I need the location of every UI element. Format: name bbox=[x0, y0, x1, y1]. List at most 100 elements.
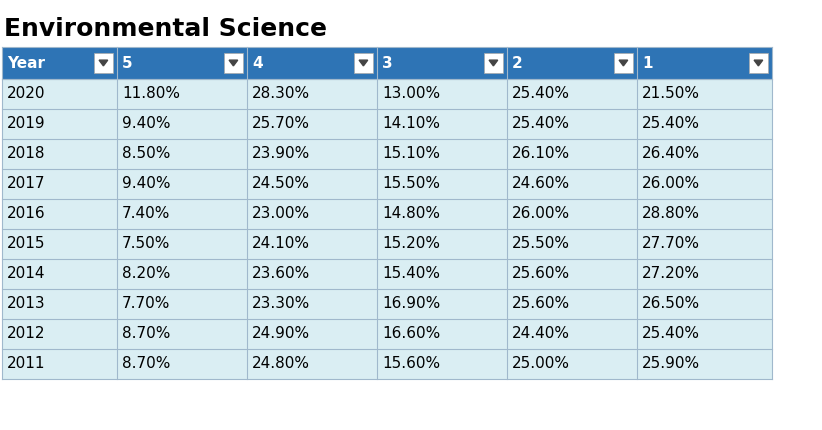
Bar bbox=[117, 349, 247, 379]
Text: 8.70%: 8.70% bbox=[122, 356, 170, 372]
Text: 15.10%: 15.10% bbox=[382, 147, 440, 162]
Bar bbox=[2, 169, 117, 199]
Text: 7.40%: 7.40% bbox=[122, 206, 170, 221]
Text: 2016: 2016 bbox=[7, 206, 46, 221]
Text: 8.70%: 8.70% bbox=[122, 326, 170, 341]
Bar bbox=[247, 79, 377, 109]
Text: 23.60%: 23.60% bbox=[252, 267, 310, 282]
Bar bbox=[637, 319, 772, 349]
Bar bbox=[2, 47, 117, 79]
Text: 8.20%: 8.20% bbox=[122, 267, 170, 282]
Bar bbox=[353, 53, 373, 73]
Text: 2017: 2017 bbox=[7, 176, 45, 191]
Text: 15.50%: 15.50% bbox=[382, 176, 440, 191]
Bar bbox=[2, 139, 117, 169]
Bar bbox=[247, 199, 377, 229]
Text: 24.40%: 24.40% bbox=[512, 326, 570, 341]
Bar bbox=[377, 139, 507, 169]
Text: 26.10%: 26.10% bbox=[512, 147, 570, 162]
Text: 13.00%: 13.00% bbox=[382, 86, 440, 101]
Bar bbox=[637, 109, 772, 139]
Bar bbox=[377, 199, 507, 229]
Text: 9.40%: 9.40% bbox=[122, 176, 170, 191]
Bar bbox=[507, 169, 637, 199]
Bar bbox=[2, 199, 117, 229]
Text: 2019: 2019 bbox=[7, 117, 46, 132]
Bar bbox=[117, 289, 247, 319]
Bar bbox=[117, 259, 247, 289]
Text: 28.30%: 28.30% bbox=[252, 86, 310, 101]
Text: 7.70%: 7.70% bbox=[122, 297, 170, 311]
Text: 3: 3 bbox=[382, 55, 393, 71]
Bar bbox=[117, 229, 247, 259]
Polygon shape bbox=[99, 60, 108, 66]
Text: 24.50%: 24.50% bbox=[252, 176, 310, 191]
Bar bbox=[117, 139, 247, 169]
Bar bbox=[507, 259, 637, 289]
Text: 25.40%: 25.40% bbox=[512, 86, 570, 101]
Bar bbox=[377, 47, 507, 79]
Bar bbox=[484, 53, 503, 73]
Text: 2015: 2015 bbox=[7, 237, 45, 252]
Bar bbox=[377, 349, 507, 379]
Text: 4: 4 bbox=[252, 55, 262, 71]
Bar bbox=[637, 199, 772, 229]
Text: 26.00%: 26.00% bbox=[642, 176, 700, 191]
Text: 2020: 2020 bbox=[7, 86, 45, 101]
Bar bbox=[507, 47, 637, 79]
Bar bbox=[507, 199, 637, 229]
Text: 25.40%: 25.40% bbox=[642, 117, 700, 132]
Polygon shape bbox=[619, 60, 628, 66]
Text: 2012: 2012 bbox=[7, 326, 45, 341]
Text: 15.20%: 15.20% bbox=[382, 237, 440, 252]
Bar bbox=[507, 139, 637, 169]
Bar bbox=[377, 229, 507, 259]
Bar bbox=[507, 229, 637, 259]
Bar bbox=[614, 53, 633, 73]
Text: 26.40%: 26.40% bbox=[642, 147, 700, 162]
Bar bbox=[247, 169, 377, 199]
Bar bbox=[637, 47, 772, 79]
Bar bbox=[2, 79, 117, 109]
Bar bbox=[247, 289, 377, 319]
Text: 28.80%: 28.80% bbox=[642, 206, 700, 221]
Text: 23.00%: 23.00% bbox=[252, 206, 310, 221]
Bar bbox=[247, 139, 377, 169]
Text: 24.80%: 24.80% bbox=[252, 356, 310, 372]
Bar bbox=[377, 169, 507, 199]
Bar bbox=[637, 139, 772, 169]
Bar bbox=[377, 289, 507, 319]
Text: 8.50%: 8.50% bbox=[122, 147, 170, 162]
Bar bbox=[637, 79, 772, 109]
Bar bbox=[507, 109, 637, 139]
Bar bbox=[377, 109, 507, 139]
Text: 15.40%: 15.40% bbox=[382, 267, 440, 282]
Polygon shape bbox=[229, 60, 238, 66]
Text: 1: 1 bbox=[642, 55, 653, 71]
Bar bbox=[117, 79, 247, 109]
Text: 27.20%: 27.20% bbox=[642, 267, 700, 282]
Polygon shape bbox=[754, 60, 763, 66]
Text: 23.90%: 23.90% bbox=[252, 147, 310, 162]
Text: 26.00%: 26.00% bbox=[512, 206, 570, 221]
Text: 16.90%: 16.90% bbox=[382, 297, 441, 311]
Bar bbox=[637, 289, 772, 319]
Bar bbox=[247, 349, 377, 379]
Text: 25.60%: 25.60% bbox=[512, 297, 570, 311]
Bar bbox=[117, 199, 247, 229]
Bar bbox=[2, 229, 117, 259]
Text: Year: Year bbox=[7, 55, 45, 71]
Text: 24.60%: 24.60% bbox=[512, 176, 570, 191]
Text: 9.40%: 9.40% bbox=[122, 117, 170, 132]
Bar bbox=[637, 229, 772, 259]
Text: 24.10%: 24.10% bbox=[252, 237, 310, 252]
Bar bbox=[247, 319, 377, 349]
Text: 5: 5 bbox=[122, 55, 132, 71]
Bar bbox=[117, 319, 247, 349]
Text: 15.60%: 15.60% bbox=[382, 356, 440, 372]
Text: 25.50%: 25.50% bbox=[512, 237, 570, 252]
Bar bbox=[117, 47, 247, 79]
Bar bbox=[2, 109, 117, 139]
Text: 25.40%: 25.40% bbox=[512, 117, 570, 132]
Bar bbox=[637, 169, 772, 199]
